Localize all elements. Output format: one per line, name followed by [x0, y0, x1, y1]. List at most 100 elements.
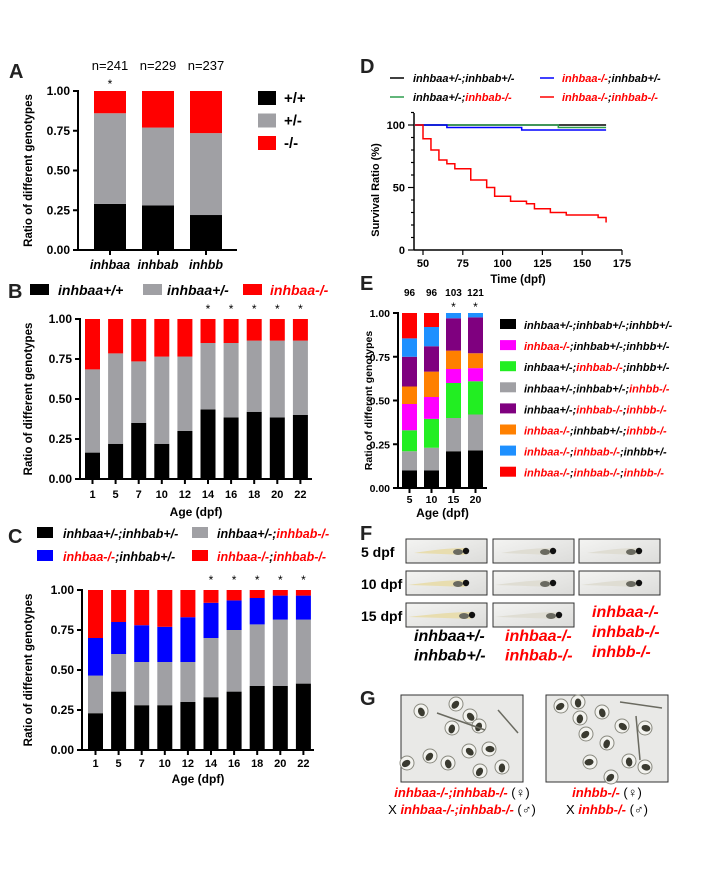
legend-label: -/- [284, 135, 298, 152]
bar-segment [468, 381, 483, 415]
bar-segment [446, 418, 461, 452]
y-tick-label: 0.75 [370, 352, 391, 364]
x-tick-label: 14 [202, 489, 215, 501]
legend-label-part: inhbaa-/- [524, 468, 570, 480]
bar-segment [94, 91, 126, 114]
x-tick-label: 12 [182, 758, 194, 770]
larva-photo [405, 538, 488, 564]
bar-segment [468, 414, 483, 451]
legend-label-part: inhbaa+/- [167, 282, 229, 298]
n-label: n=229 [140, 58, 177, 73]
y-axis-label: Ratio of different genotypes [23, 323, 35, 476]
y-tick-label: 0.00 [370, 483, 391, 495]
legend-swatch [500, 424, 516, 435]
bar-segment [108, 319, 124, 354]
x-tick-label: 15 [448, 494, 460, 506]
legend-swatch [500, 403, 516, 414]
legend-label: inhbaa+/-;inhbab-/- [413, 92, 512, 104]
legend-label-part: inhbb-/- [626, 404, 667, 416]
bar-segment [468, 368, 483, 382]
y-tick-label: 0 [399, 245, 405, 257]
bar-segment [272, 686, 288, 750]
panel-label-d: D [360, 56, 374, 78]
embryo-photo [399, 694, 524, 783]
bar-segment [108, 353, 124, 444]
cross-caption: inhbaa-/-;inhbab-/- (♀) [394, 785, 529, 800]
genotype-label: inhbab-/- [592, 624, 660, 641]
panel-f: F5 dpf 10 dpf 15 dpf inhbaa+/- inhbab+/- inhb… [360, 523, 661, 665]
bar-segment [446, 318, 461, 351]
legend-label-part: inhbaa+/-; [217, 527, 276, 541]
legend-label-part: inhbaa+/-;inhbab+/- [63, 527, 178, 541]
x-tick-label: 150 [573, 258, 591, 270]
bar-segment [157, 590, 173, 627]
bar-segment [295, 683, 311, 750]
bar-segment [157, 626, 173, 662]
bar-segment [134, 590, 150, 626]
legend-label-part: inhbaa+/-; [413, 92, 466, 104]
y-tick-label: 0.75 [47, 124, 71, 138]
legend-label: inhbaa-/-;inhbab+/-;inhbb+/- [524, 341, 670, 353]
x-tick-label: 5 [407, 494, 413, 506]
x-tick-label: 22 [297, 758, 309, 770]
bar-segment [94, 113, 126, 204]
panel-d: D 0 50 100 50 75 100 125 150 175 Time (dpf) Surviva… [360, 56, 661, 286]
y-tick-label: 0.75 [51, 623, 75, 637]
bar-segment [111, 691, 127, 750]
legend-label-part: ;inhbb+/- [620, 447, 667, 459]
bar-segment [134, 625, 150, 662]
legend-label-part: inhbaa+/+ [58, 282, 123, 298]
legend-label-part: ;inhbb+/- [623, 362, 670, 374]
n-label: n=241 [92, 58, 129, 73]
bar-segment [272, 590, 288, 596]
panel-a: A 0.00 0.25 0.50 0.75 1.00 Ratio of different … [9, 58, 306, 272]
y-tick-label: 1.00 [47, 84, 71, 98]
x-tick-label: 7 [139, 758, 145, 770]
significance-star: * [108, 77, 113, 91]
x-tick-label: 75 [457, 258, 469, 270]
y-tick-label: 0.00 [49, 472, 73, 486]
bar-segment [402, 451, 417, 471]
larva-photo [492, 602, 575, 628]
bar-segment [226, 691, 242, 750]
legend-label-part: inhbaa-/- [217, 550, 269, 564]
legend-label-part: -/- [284, 135, 298, 152]
significance-star: * [451, 300, 456, 314]
bar-segment [111, 590, 127, 622]
cross-caption-part: inhbaa-/-;inhbab-/- [400, 802, 513, 817]
bar-segment [292, 340, 308, 415]
x-tick-label: 10 [159, 758, 171, 770]
bar-segment [134, 705, 150, 750]
y-axis-label: Ratio of different genotypes [23, 594, 35, 747]
x-tick-label: inhbb [189, 258, 223, 272]
bar-segment [180, 617, 196, 662]
y-tick-label: 0.25 [47, 203, 71, 217]
bar-segment [468, 450, 483, 488]
legend-label-part: inhbab-/- [576, 362, 623, 374]
legend-label-part: inhbaa-/- [524, 426, 570, 438]
genotype-label: inhbb-/- [592, 644, 651, 661]
bar-segment [226, 600, 242, 630]
bar-segment [134, 662, 150, 706]
cross-caption-part: inhbb-/- [572, 785, 620, 800]
row-label: 5 dpf [361, 544, 395, 560]
bar-segment [108, 443, 124, 479]
legend-label: +/- [284, 113, 302, 130]
bar-segment [88, 590, 103, 638]
legend-label-part: inhbaa+/-; [524, 404, 577, 416]
bar-segment [131, 319, 147, 362]
significance-star: * [275, 302, 280, 316]
bar-segment [402, 356, 417, 387]
bar-segment [295, 590, 311, 596]
bar-segment [249, 686, 265, 750]
x-tick-label: 18 [251, 758, 263, 770]
bar-segment [468, 353, 483, 369]
bar-segment [269, 340, 285, 418]
bar-segment [295, 619, 311, 684]
x-tick-label: inhbab [138, 258, 179, 272]
x-tick-label: 20 [274, 758, 286, 770]
n-label: 96 [426, 288, 438, 299]
bar-segment [424, 327, 439, 347]
bar-segment [111, 622, 127, 654]
legend-label: inhbaa+/-;inhbab+/- [63, 527, 178, 541]
